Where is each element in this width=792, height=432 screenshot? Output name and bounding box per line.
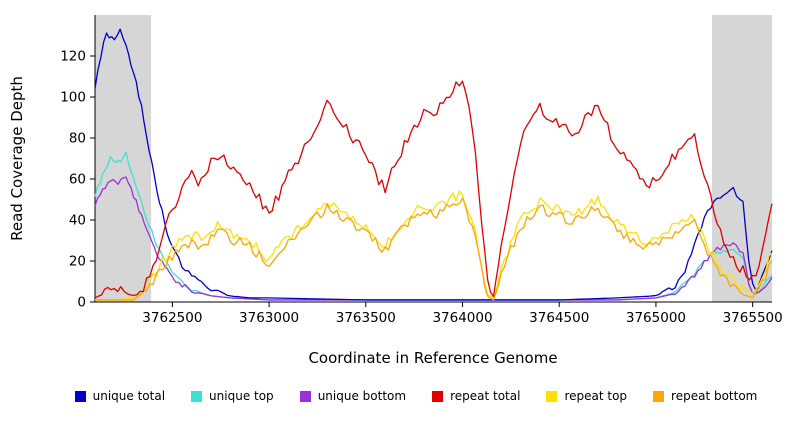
x-tick-label: 3765000 — [626, 310, 686, 326]
legend-label: repeat top — [564, 389, 628, 403]
series-line-unique-total — [94, 28, 773, 301]
x-tick-label: 3764500 — [529, 310, 589, 326]
x-axis-title: Coordinate in Reference Genome — [308, 349, 558, 367]
x-tick-label: 3765500 — [723, 310, 783, 326]
coverage-plot: 3762500 3763000 3763500 3764000 3764500 37650… — [8, 15, 783, 326]
y-tick-label: 100 — [60, 90, 86, 106]
legend-label: repeat total — [450, 389, 521, 403]
y-tick-label: 120 — [60, 49, 86, 65]
y-tick-label: 20 — [69, 254, 86, 270]
legend-item-repeat-top: repeat top — [546, 389, 627, 403]
legend-item-repeat-bottom: repeat bottom — [653, 389, 757, 403]
series-line-repeat-bottom — [95, 197, 773, 301]
legend-swatch-icon — [546, 390, 558, 402]
series-line-repeat-top — [95, 190, 773, 301]
legend-label: unique total — [92, 389, 166, 403]
legend-item-unique-top: unique top — [191, 389, 274, 403]
y-tick-label: 80 — [69, 131, 86, 147]
legend-swatch-icon — [74, 390, 86, 402]
y-tick-label: 60 — [69, 172, 86, 188]
legend: unique total unique top unique bottom repea… — [0, 389, 792, 403]
legend-swatch-icon — [653, 390, 665, 402]
legend-item-repeat-total: repeat total — [432, 389, 520, 403]
legend-swatch-icon — [299, 390, 311, 402]
y-tick-label: 0 — [77, 295, 86, 311]
x-tick-label: 3763000 — [239, 310, 299, 326]
x-tick-label: 3762500 — [142, 310, 202, 326]
legend-label: unique bottom — [317, 389, 407, 403]
series-line-repeat-total — [94, 80, 773, 299]
legend-swatch-icon — [191, 390, 203, 402]
legend-label: repeat bottom — [671, 389, 758, 403]
legend-label: unique top — [209, 389, 274, 403]
shaded-region — [712, 15, 772, 302]
legend-item-unique-total: unique total — [74, 389, 166, 403]
y-tick-label: 40 — [69, 213, 86, 229]
legend-item-unique-bottom: unique bottom — [299, 389, 407, 403]
x-tick-label: 3764000 — [432, 310, 492, 326]
x-tick-label: 3763500 — [336, 310, 396, 326]
y-axis-title: Read Coverage Depth — [8, 76, 26, 241]
legend-swatch-icon — [432, 390, 444, 402]
